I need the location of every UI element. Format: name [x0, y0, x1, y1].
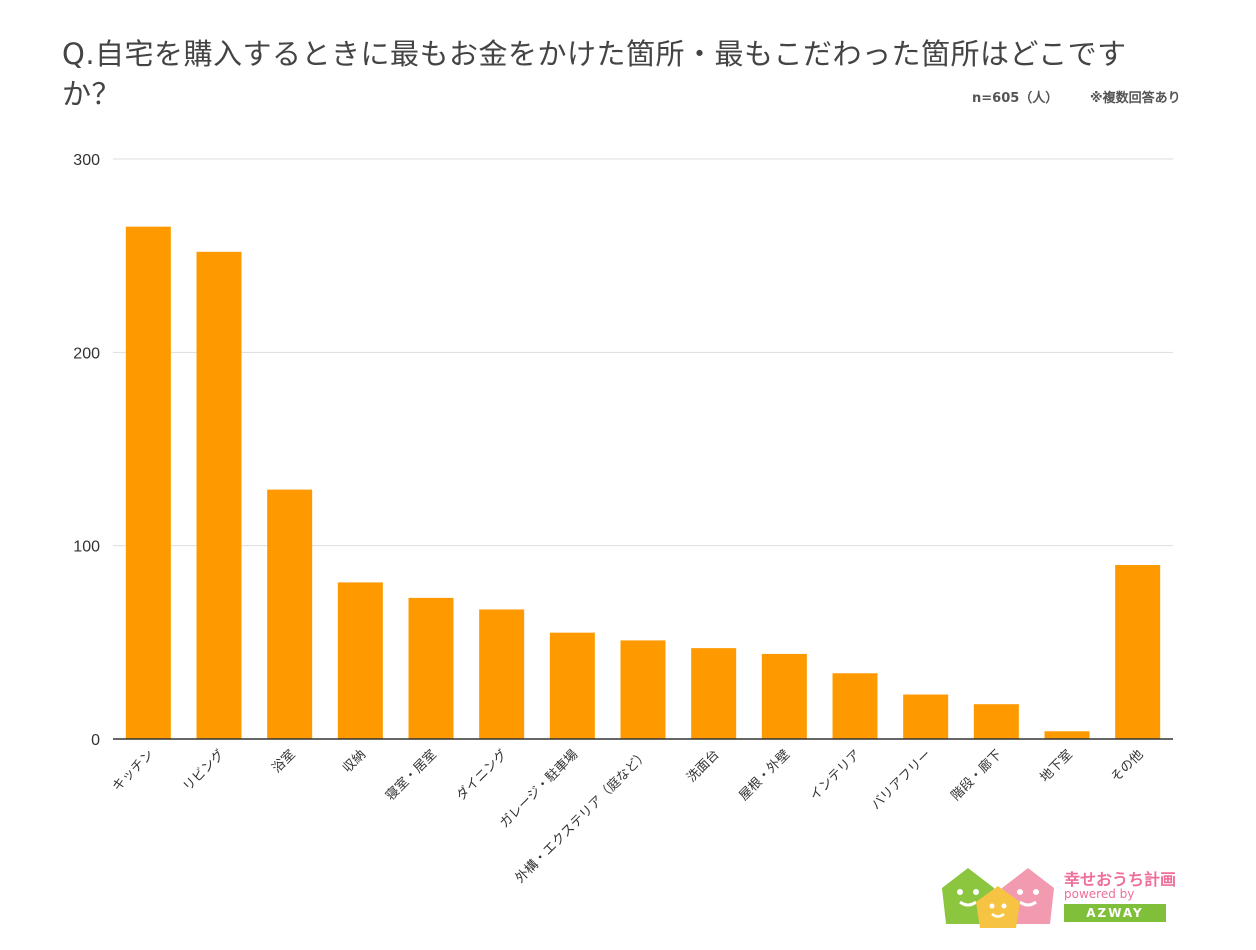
sample-size-note: n=605（人）: [972, 91, 1059, 106]
x-tick-label: ダイニング: [454, 747, 511, 804]
x-tick-label: 浴室: [269, 747, 299, 777]
x-tick-label: インテリア: [807, 747, 864, 804]
x-tick-label: バリアフリー: [869, 747, 935, 813]
bars: [125, 226, 1161, 740]
x-tick-label: 寝室・居室: [383, 747, 440, 804]
bar: [479, 609, 525, 739]
bar: [903, 694, 949, 739]
bar: [761, 653, 807, 739]
bar: [832, 673, 878, 739]
y-tick-label: 300: [73, 152, 100, 169]
bar: [196, 251, 242, 740]
x-tick-label: 洗面台: [684, 747, 722, 785]
x-tick-label: 収納: [340, 747, 369, 776]
multiple-answers-note: ※複数回答あり: [1090, 91, 1181, 106]
brand-logo: 幸せおうち計画 powered by AZWAY: [938, 858, 1198, 930]
x-tick-label: 階段・廊下: [948, 747, 1005, 804]
logo-title: 幸せおうち計画: [1064, 870, 1177, 889]
bar: [1115, 565, 1161, 739]
bar: [973, 704, 1019, 739]
x-tick-label: その他: [1108, 747, 1146, 785]
bar: [549, 632, 595, 739]
chart-title: Q.自宅を購入するときに最もお金をかけた箇所・最もこだわった箇所はどこですか？: [62, 37, 1127, 111]
logo-powered-by: powered by: [1064, 887, 1135, 901]
x-tick-label: 地下室: [1037, 747, 1076, 786]
bar: [337, 582, 383, 739]
logo-brand-badge: AZWAY: [1064, 904, 1166, 922]
bar: [1044, 731, 1090, 739]
y-tick-label: 0: [91, 732, 100, 749]
bar: [620, 640, 666, 739]
x-tick-label: 外構・エクステリア（庭など）: [512, 747, 652, 887]
y-tick-label: 200: [73, 345, 100, 362]
x-tick-label: キッチン: [110, 747, 157, 794]
bar: [267, 489, 313, 739]
house-logo-icon: [942, 868, 1054, 928]
gridlines: [113, 158, 1173, 547]
x-tick-label: 屋根・外壁: [737, 747, 794, 804]
y-tick-label: 100: [73, 539, 100, 556]
bar: [408, 597, 454, 739]
bar: [125, 226, 171, 739]
x-tick-label: リビング: [180, 747, 227, 794]
bar: [691, 648, 737, 739]
